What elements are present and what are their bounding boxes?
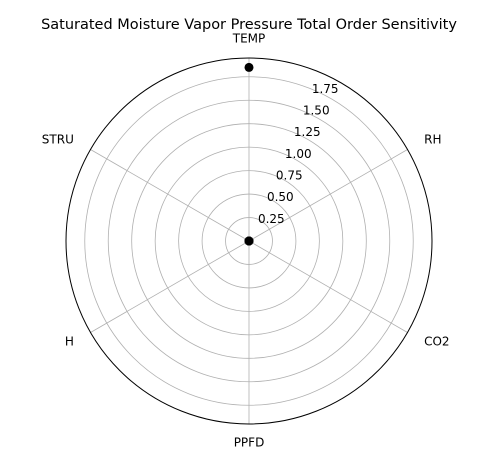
r-tick-label: 0.25 xyxy=(258,212,285,226)
data-point-stru xyxy=(244,236,254,246)
spoke-co2 xyxy=(248,240,408,333)
data-points xyxy=(244,62,254,246)
category-label-co2: CO2 xyxy=(424,335,449,349)
category-label-rh: RH xyxy=(424,132,441,146)
spoke-stru xyxy=(90,149,250,242)
chart-title: Saturated Moisture Vapor Pressure Total … xyxy=(41,17,457,33)
grid-spokes xyxy=(90,58,408,424)
data-point-temp xyxy=(244,62,254,72)
radial-tick-labels: 0.25 0.50 0.75 1.00 1.25 1.50 1.75 xyxy=(258,82,339,226)
r-tick-label: 1.50 xyxy=(303,103,330,117)
polar-frame xyxy=(65,57,433,425)
r-tick-label: 1.00 xyxy=(285,147,312,161)
spoke-rh xyxy=(248,149,408,242)
category-labels: TEMP RH CO2 PPFD H STRU xyxy=(42,31,450,449)
r-tick-label: 1.75 xyxy=(312,82,339,96)
r-tick-label: 1.25 xyxy=(294,125,321,139)
category-label-ppfd: PPFD xyxy=(234,436,265,450)
category-label-temp: TEMP xyxy=(232,31,266,45)
category-label-stru: STRU xyxy=(42,132,74,146)
category-label-h: H xyxy=(65,335,74,349)
spoke-h xyxy=(90,240,250,333)
r-tick-label: 0.50 xyxy=(267,190,294,204)
r-tick-label: 0.75 xyxy=(276,168,303,182)
